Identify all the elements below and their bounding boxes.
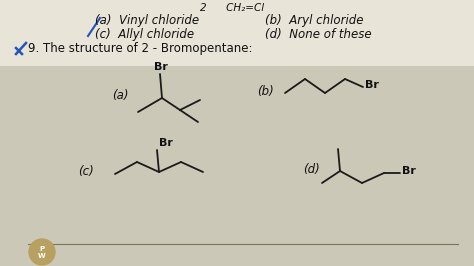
Text: (d)  None of these: (d) None of these <box>265 28 372 41</box>
Text: Br: Br <box>365 80 379 90</box>
Text: Br: Br <box>159 138 173 148</box>
Text: 9. The structure of 2 - Bromopentane:: 9. The structure of 2 - Bromopentane: <box>28 42 253 55</box>
Text: (b)  Aryl chloride: (b) Aryl chloride <box>265 14 364 27</box>
Text: (c): (c) <box>78 164 94 177</box>
FancyBboxPatch shape <box>0 0 474 66</box>
Text: (d): (d) <box>303 163 320 176</box>
Text: P: P <box>39 246 45 252</box>
Text: (a): (a) <box>112 89 128 102</box>
Text: W: W <box>38 253 46 259</box>
Circle shape <box>29 239 55 265</box>
Text: (b): (b) <box>257 85 274 98</box>
Text: 2      CH₂=Cl: 2 CH₂=Cl <box>200 3 264 13</box>
Text: (a)  Vinyl chloride: (a) Vinyl chloride <box>95 14 199 27</box>
Text: Br: Br <box>402 166 416 176</box>
Text: Br: Br <box>154 62 168 72</box>
Text: (c)  Allyl chloride: (c) Allyl chloride <box>95 28 194 41</box>
